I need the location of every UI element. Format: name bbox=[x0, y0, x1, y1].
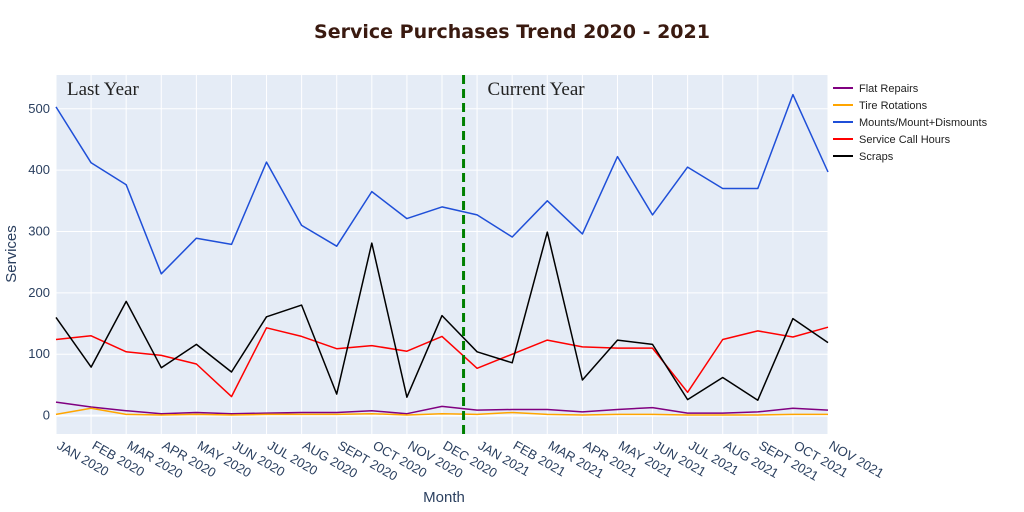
series-line bbox=[55, 326, 829, 398]
y-tick-label: 300 bbox=[28, 223, 50, 238]
legend-background bbox=[829, 78, 1019, 168]
gridlines bbox=[55, 75, 829, 434]
y-tick-label: 0 bbox=[43, 408, 50, 423]
legend[interactable]: Flat Repairs Tire Rotations Mounts/Mount+D… bbox=[829, 78, 1019, 168]
series-lines bbox=[55, 93, 829, 416]
y-axis-ticks: 0 100 200 300 400 500 bbox=[28, 101, 50, 423]
x-axis-label: Month bbox=[423, 489, 465, 506]
legend-item[interactable]: Flat Repairs bbox=[833, 83, 919, 95]
legend-label: Mounts/Mount+Dismounts bbox=[859, 117, 988, 129]
series-line bbox=[55, 231, 829, 401]
series-line bbox=[55, 401, 829, 415]
legend-label: Service Call Hours bbox=[859, 134, 951, 146]
y-tick-label: 100 bbox=[28, 346, 50, 361]
legend-label: Flat Repairs bbox=[859, 83, 919, 95]
legend-item[interactable]: Mounts/Mount+Dismounts bbox=[833, 117, 988, 129]
y-tick-label: 200 bbox=[28, 285, 50, 300]
series-line bbox=[55, 93, 829, 275]
y-axis-label: Services bbox=[3, 225, 20, 283]
legend-label: Tire Rotations bbox=[859, 100, 928, 112]
legend-item[interactable]: Scraps bbox=[833, 151, 894, 163]
chart-title: Service Purchases Trend 2020 - 2021 bbox=[314, 21, 710, 43]
annotation-current-year: Current Year bbox=[488, 79, 586, 100]
y-tick-label: 400 bbox=[28, 162, 50, 177]
legend-item[interactable]: Service Call Hours bbox=[833, 134, 951, 146]
annotation-last-year: Last Year bbox=[67, 79, 139, 100]
series-line bbox=[55, 407, 828, 416]
y-tick-label: 500 bbox=[28, 101, 50, 116]
legend-label: Scraps bbox=[859, 151, 894, 163]
legend-item[interactable]: Tire Rotations bbox=[833, 100, 928, 112]
